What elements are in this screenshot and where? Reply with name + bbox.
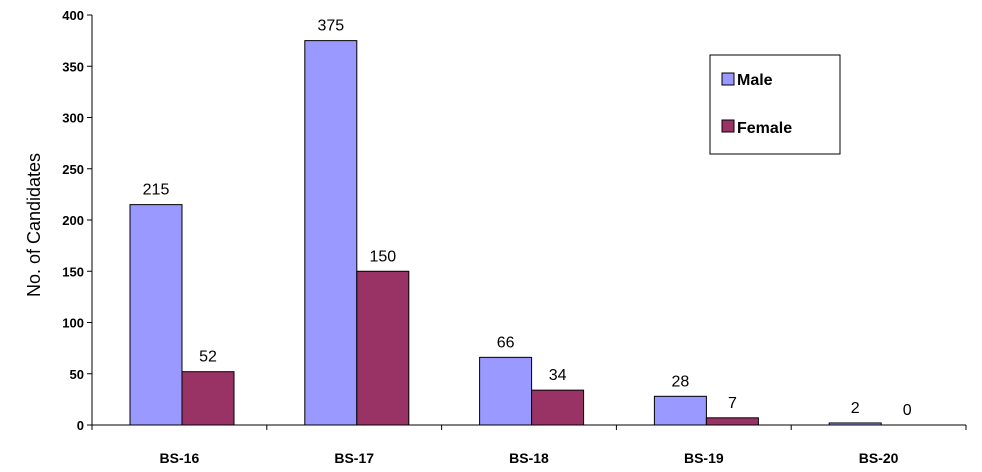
x-axis: BS-16 BS-17 BS-18 BS-19 BS-20 — [91, 424, 967, 466]
bar-female-bs-19 — [705, 417, 759, 426]
y-tick-label: 400 — [62, 8, 84, 23]
y-tick-label: 50 — [70, 367, 84, 382]
bar-female-bs-18 — [531, 389, 585, 426]
x-category-label: BS-16 — [160, 450, 200, 466]
bar-male-bs-17 — [304, 40, 358, 426]
x-category-label: BS-17 — [334, 450, 374, 466]
data-label: 0 — [903, 402, 912, 419]
data-label: 66 — [497, 334, 515, 351]
x-category-label: BS-20 — [859, 450, 899, 466]
legend-box — [709, 54, 841, 155]
data-label: 34 — [549, 367, 567, 384]
data-label: 52 — [199, 349, 217, 366]
x-category-label: BS-19 — [684, 450, 724, 466]
y-tick-label: 200 — [62, 213, 84, 228]
legend-swatch-male — [721, 72, 735, 86]
bar-male-bs-20 — [828, 422, 882, 426]
data-labels: 215 375 66 28 2 52 150 34 7 0 — [143, 18, 912, 419]
data-label: 28 — [672, 373, 690, 390]
legend-label-male: Male — [737, 72, 773, 89]
legend-swatch-female — [721, 119, 735, 133]
y-tick-label: 0 — [77, 418, 84, 433]
y-tick-label: 150 — [62, 264, 84, 279]
data-label: 7 — [728, 395, 737, 412]
data-label: 375 — [317, 18, 344, 35]
bar-female-bs-16 — [181, 371, 235, 426]
data-label: 2 — [851, 400, 860, 417]
data-label: 215 — [143, 182, 170, 199]
bars — [129, 40, 882, 426]
y-tick-label: 300 — [62, 111, 84, 126]
bar-female-bs-17 — [356, 270, 410, 426]
bar-male-bs-16 — [129, 204, 183, 426]
y-tick-label: 100 — [62, 316, 84, 331]
legend-label-female: Female — [737, 120, 792, 137]
y-axis-title: No. of Candidates — [24, 153, 44, 297]
data-label: 150 — [369, 248, 396, 265]
y-tick-label: 250 — [62, 162, 84, 177]
x-category-label: BS-18 — [509, 450, 549, 466]
y-tick-label: 350 — [62, 59, 84, 74]
y-axis: 0 50 100 150 200 250 300 350 400 — [62, 8, 93, 433]
bar-male-bs-18 — [479, 356, 533, 426]
bar-male-bs-19 — [653, 395, 707, 426]
legend: Male Female — [709, 54, 841, 155]
